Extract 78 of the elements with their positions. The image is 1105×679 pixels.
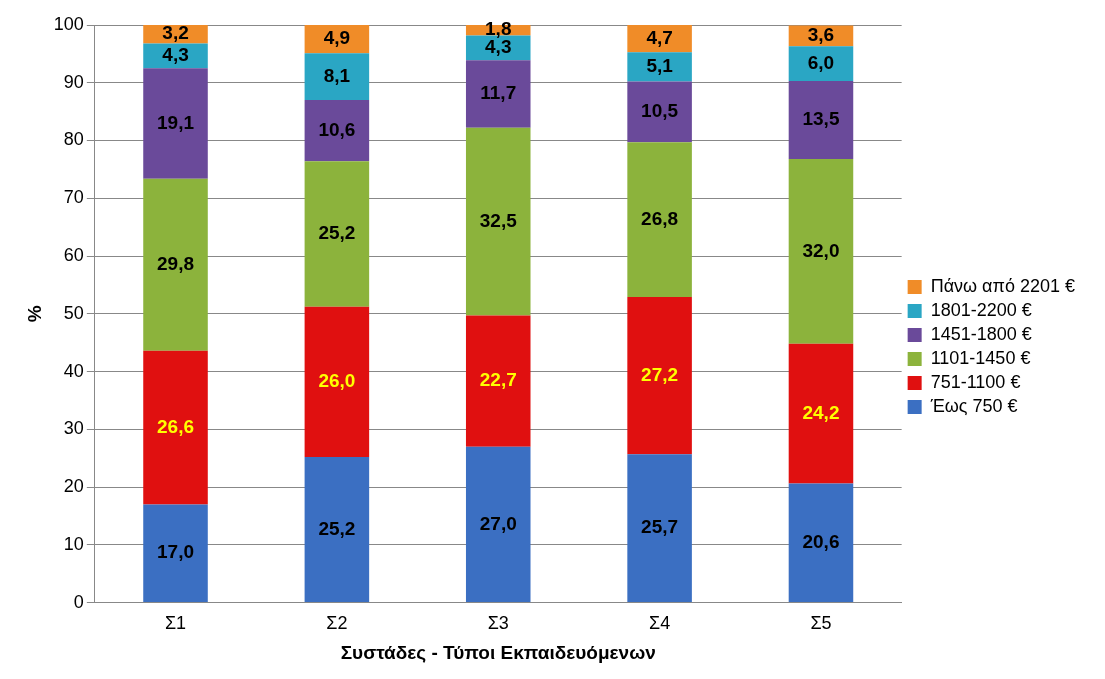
data-label: 6,0 xyxy=(807,51,835,73)
data-label: 4,9 xyxy=(323,27,351,49)
bar xyxy=(304,100,370,162)
x-tick-label: Σ2 xyxy=(326,613,348,634)
data-label: 29,8 xyxy=(157,252,195,274)
data-label: 4,3 xyxy=(162,44,189,66)
data-label: 25,2 xyxy=(318,517,356,539)
x-tick-label: Σ3 xyxy=(487,613,509,634)
bar xyxy=(304,306,370,458)
data-label: 20,6 xyxy=(802,531,840,553)
x-tick-label: Σ5 xyxy=(810,613,832,634)
data-label: 8,1 xyxy=(323,64,351,86)
data-label: 25,7 xyxy=(641,516,679,538)
x-tick-label: Σ1 xyxy=(164,613,187,634)
bar xyxy=(788,46,854,82)
bar xyxy=(143,178,208,351)
data-label: 22,7 xyxy=(479,369,517,391)
y-axis-title: % xyxy=(23,305,45,323)
bar xyxy=(788,483,854,603)
y-tick-label: 20 xyxy=(63,476,84,497)
y-tick-label: 70 xyxy=(63,187,84,208)
data-label: 3,2 xyxy=(162,22,189,44)
bar xyxy=(788,159,854,344)
y-tick-label: 60 xyxy=(63,245,84,266)
y-tick-label: 90 xyxy=(63,71,84,92)
data-label: 32,0 xyxy=(802,239,840,261)
legend-label: Έως 750 € xyxy=(929,395,1018,416)
legend-label: 1101-1450 € xyxy=(930,347,1031,368)
y-tick-label: 40 xyxy=(63,360,84,381)
bar xyxy=(627,297,692,455)
data-label: 17,0 xyxy=(157,541,195,563)
data-label: 19,1 xyxy=(157,111,195,133)
bar xyxy=(143,350,208,505)
data-label: 26,0 xyxy=(318,370,356,392)
data-label: 25,2 xyxy=(318,222,356,244)
bar xyxy=(143,68,208,179)
x-axis-title: Συστάδες - Τύποι Εκπαιδευόμενων xyxy=(340,641,656,663)
legend-label: 751-1100 € xyxy=(930,371,1021,392)
legend-label: 1801-2200 € xyxy=(930,299,1032,320)
data-label: 10,5 xyxy=(641,100,679,122)
bar xyxy=(627,25,692,53)
data-label: 32,5 xyxy=(479,209,518,231)
data-label: 27,2 xyxy=(641,363,679,385)
y-tick-label: 30 xyxy=(63,418,84,439)
bar xyxy=(627,454,692,603)
bar xyxy=(788,343,854,484)
bar xyxy=(304,457,370,603)
data-label: 3,6 xyxy=(807,24,835,46)
bar xyxy=(465,60,531,128)
legend-label: 1451-1800 € xyxy=(930,323,1032,344)
data-label: 24,2 xyxy=(802,401,840,423)
data-label: 26,6 xyxy=(157,415,195,437)
y-tick-label: 50 xyxy=(63,302,84,323)
data-label: 11,7 xyxy=(480,82,517,104)
bar xyxy=(788,81,854,159)
y-tick-label: 100 xyxy=(53,13,84,34)
bar xyxy=(627,81,692,143)
legend-label: Πάνω από 2201 € xyxy=(930,275,1076,296)
bar xyxy=(304,161,370,307)
y-tick-label: 0 xyxy=(73,591,84,612)
data-label: 5,1 xyxy=(646,55,674,77)
data-label: 4,7 xyxy=(646,26,673,48)
data-label: 13,5 xyxy=(802,108,840,130)
bar xyxy=(465,315,531,447)
bar xyxy=(627,52,692,82)
bar xyxy=(627,142,692,298)
data-label: 1,8 xyxy=(485,18,512,40)
y-tick-label: 10 xyxy=(63,533,84,554)
data-label: 10,6 xyxy=(318,118,356,140)
bar xyxy=(143,504,208,603)
bar xyxy=(304,53,370,101)
bar xyxy=(465,446,531,603)
data-label: 27,0 xyxy=(479,512,517,534)
bar xyxy=(143,43,208,69)
x-tick-label: Σ4 xyxy=(649,613,671,634)
data-label: 26,8 xyxy=(641,207,679,229)
bar xyxy=(465,127,531,316)
y-tick-label: 80 xyxy=(63,129,84,150)
